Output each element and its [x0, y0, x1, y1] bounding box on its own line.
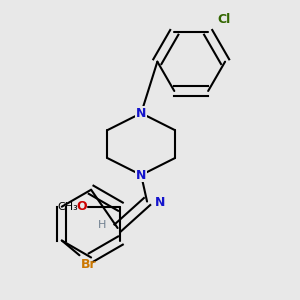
Text: O: O — [76, 200, 87, 213]
Text: Br: Br — [81, 258, 97, 271]
Text: Cl: Cl — [217, 14, 230, 26]
Text: H: H — [98, 220, 106, 230]
Text: N: N — [136, 107, 146, 120]
Text: N: N — [154, 196, 165, 209]
Text: N: N — [136, 169, 146, 182]
Text: CH₃: CH₃ — [57, 202, 78, 212]
